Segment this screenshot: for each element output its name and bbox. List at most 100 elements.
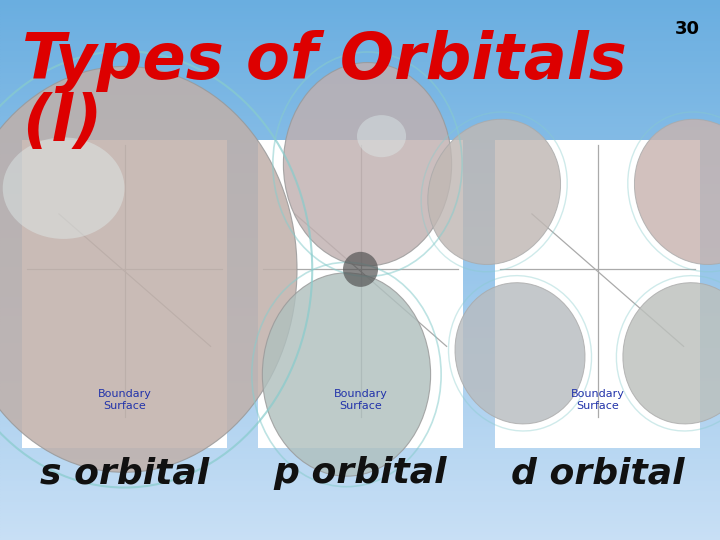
Bar	[0, 154, 720, 157]
Bar	[0, 138, 720, 140]
Bar	[0, 173, 720, 176]
Bar	[0, 335, 720, 338]
Bar	[0, 167, 720, 170]
Bar	[0, 224, 720, 227]
Bar	[0, 14, 720, 16]
Bar	[0, 221, 720, 224]
Bar	[0, 297, 720, 300]
Ellipse shape	[357, 115, 406, 157]
Bar	[0, 343, 720, 346]
Bar	[0, 248, 720, 251]
Bar	[0, 375, 720, 378]
Bar	[0, 529, 720, 532]
Bar	[0, 240, 720, 243]
Bar	[0, 394, 720, 397]
Bar	[0, 310, 720, 313]
Bar	[0, 389, 720, 392]
Bar	[0, 378, 720, 381]
Text: Types of Orbitals: Types of Orbitals	[22, 30, 626, 93]
Bar	[0, 346, 720, 348]
Bar	[0, 327, 720, 329]
Bar	[0, 246, 720, 248]
Bar	[0, 446, 720, 448]
Bar	[0, 189, 720, 192]
Bar	[0, 508, 720, 510]
Bar	[0, 200, 720, 202]
Bar	[0, 11, 720, 14]
Bar	[0, 148, 720, 151]
Bar	[0, 424, 720, 427]
Bar	[0, 524, 720, 526]
Bar	[0, 22, 720, 24]
Bar	[0, 270, 720, 273]
Bar	[0, 351, 720, 354]
Bar	[0, 127, 720, 130]
Ellipse shape	[428, 119, 561, 265]
Bar	[0, 386, 720, 389]
Bar	[0, 211, 720, 213]
Bar	[0, 313, 720, 316]
Bar	[0, 400, 720, 402]
Bar	[0, 8, 720, 11]
Bar	[0, 370, 720, 373]
Bar	[0, 19, 720, 22]
Bar	[0, 262, 720, 265]
Bar	[0, 178, 720, 181]
Bar	[0, 232, 720, 235]
Bar	[0, 502, 720, 505]
Bar	[0, 440, 720, 443]
Bar	[0, 362, 720, 364]
Bar	[0, 284, 720, 286]
Bar	[0, 30, 720, 32]
Bar	[0, 397, 720, 400]
Bar	[0, 119, 720, 122]
Ellipse shape	[634, 119, 720, 265]
Bar	[0, 373, 720, 375]
Ellipse shape	[343, 252, 378, 287]
Bar	[0, 181, 720, 184]
Bar	[0, 140, 720, 143]
Bar	[0, 459, 720, 462]
Bar	[0, 43, 720, 46]
Bar	[0, 456, 720, 459]
Bar	[0, 57, 720, 59]
Bar	[0, 202, 720, 205]
Ellipse shape	[455, 282, 585, 424]
Bar	[0, 273, 720, 275]
Bar	[0, 3, 720, 5]
Bar	[0, 518, 720, 521]
Bar	[0, 489, 720, 491]
Bar	[0, 24, 720, 27]
Text: 30: 30	[675, 20, 700, 38]
Bar	[0, 483, 720, 486]
Bar	[0, 100, 720, 103]
Bar	[0, 402, 720, 405]
Bar	[0, 500, 720, 502]
Bar	[0, 97, 720, 100]
Bar	[0, 505, 720, 508]
Bar	[0, 135, 720, 138]
Bar	[0, 535, 720, 537]
Bar	[0, 300, 720, 302]
Bar	[0, 194, 720, 197]
Bar	[0, 294, 720, 297]
Bar	[0, 205, 720, 208]
Bar	[0, 70, 720, 73]
Bar	[0, 208, 720, 211]
Bar	[0, 267, 720, 270]
Bar	[0, 302, 720, 305]
Bar	[22, 140, 227, 448]
Ellipse shape	[3, 138, 125, 239]
Text: (l): (l)	[22, 92, 102, 154]
Bar	[0, 197, 720, 200]
Bar	[0, 429, 720, 432]
Bar	[0, 292, 720, 294]
Bar	[0, 113, 720, 116]
Bar	[0, 132, 720, 135]
Bar	[0, 146, 720, 148]
Bar	[0, 316, 720, 319]
Bar	[0, 416, 720, 418]
Bar	[0, 462, 720, 464]
Bar	[0, 364, 720, 367]
Bar	[0, 448, 720, 451]
